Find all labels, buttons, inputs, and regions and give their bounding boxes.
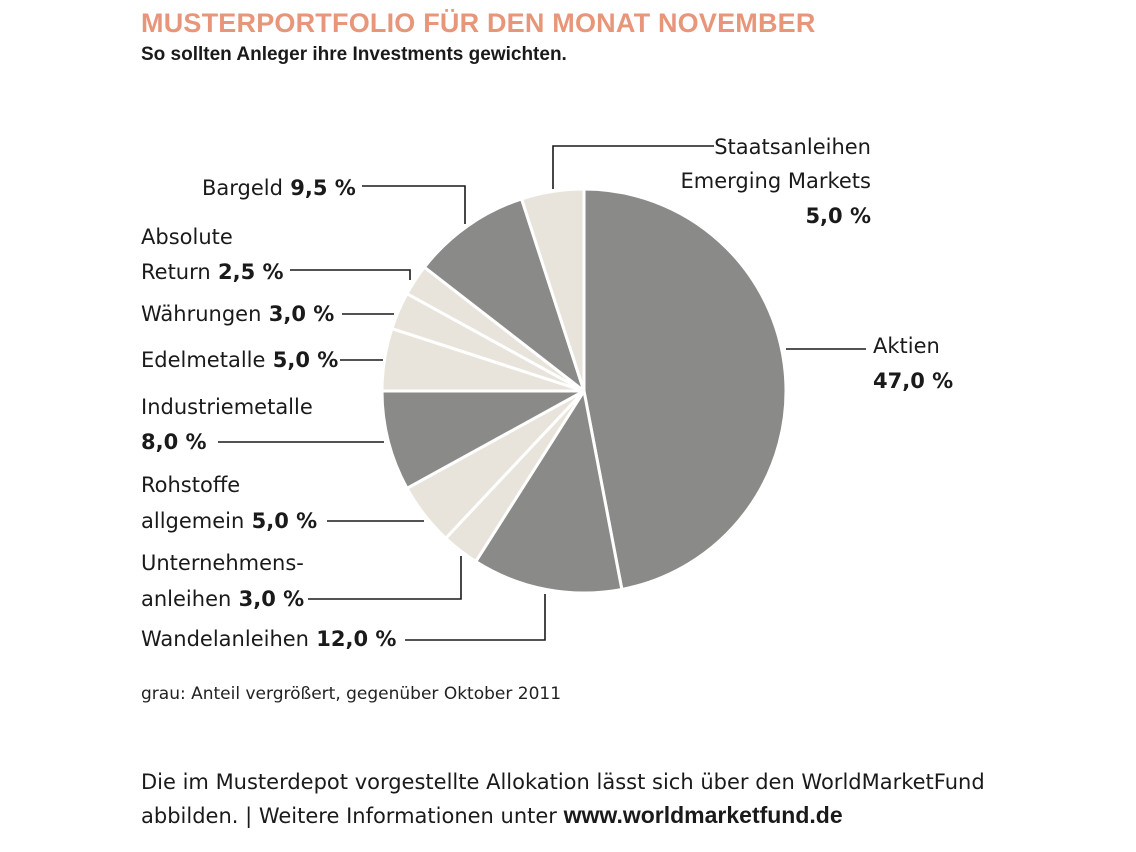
slice-value-bargeld: 9,5 % bbox=[283, 176, 356, 200]
footer-line-2-text: abbilden. | Weitere Informationen unter bbox=[141, 804, 564, 828]
slice-value-rohstoffe-allgemein: 5,0 % bbox=[244, 509, 317, 533]
slice-industriemetalle bbox=[380, 389, 586, 490]
slice-label-aktien: Aktien 47,0 % bbox=[873, 334, 953, 393]
slice-value-industriemetalle: 8,0 % bbox=[141, 430, 207, 454]
slice-label-staatsanleihen-emerging-markets: Staatsanleihen Emerging Markets 5,0 % bbox=[680, 135, 871, 228]
slice-labels: Aktien 47,0 % Wandelanleihen 12,0 % Unterne… bbox=[141, 135, 953, 651]
footer-line-2: abbilden. | Weitere Informationen unter … bbox=[141, 799, 1121, 833]
slice-value-waehrungen: 3,0 % bbox=[261, 302, 334, 326]
slice-value-absolute-return: 2,5 % bbox=[211, 260, 284, 284]
slice-value-aktien: 47,0 % bbox=[873, 369, 953, 393]
pie-slices bbox=[380, 187, 788, 595]
slice-aktien bbox=[582, 187, 788, 591]
chart-title: MUSTERPORTFOLIO FÜR DEN MONAT NOVEMBER bbox=[141, 8, 816, 38]
slice-staatsanleihen-emerging-markets bbox=[520, 187, 586, 393]
slice-value-staatsanleihen-emerging-markets: 5,0 % bbox=[805, 204, 871, 228]
legend-note: grau: Anteil vergrößert, gegenüber Oktob… bbox=[141, 684, 562, 704]
chart-subtitle: So sollten Anleger ihre Investments gewi… bbox=[141, 44, 567, 65]
footer-text: Die im Musterdepot vorgestellte Allokati… bbox=[141, 766, 1121, 833]
slice-label-bargeld: Bargeld 9,5 % bbox=[202, 176, 356, 200]
slice-bargeld bbox=[422, 197, 586, 393]
slice-label-edelmetalle: Edelmetalle 5,0 % bbox=[141, 348, 338, 372]
leader-line-staatsanleihen-emerging-markets bbox=[552, 145, 714, 189]
leader-lines bbox=[218, 145, 866, 641]
slice-label-unternehmensanleihen: Unternehmens-anleihen 3,0 % bbox=[141, 551, 304, 611]
slice-label-absolute-return: Absolute Return 2,5 % bbox=[141, 225, 284, 284]
footer-line-1: Die im Musterdepot vorgestellte Allokati… bbox=[141, 770, 985, 794]
slice-label-industriemetalle: Industriemetalle 8,0 % bbox=[141, 395, 313, 454]
slice-value-wandelanleihen: 12,0 % bbox=[309, 627, 396, 651]
website-link[interactable]: www.worldmarketfund.de bbox=[563, 802, 843, 828]
slice-value-unternehmensanleihen: 3,0 % bbox=[231, 587, 304, 611]
slice-wandelanleihen bbox=[474, 389, 624, 595]
leader-line-wandelanleihen bbox=[405, 594, 546, 641]
leader-line-bargeld bbox=[362, 185, 466, 224]
slice-label-waehrungen: Währungen 3,0 % bbox=[141, 302, 334, 326]
slice-label-rohstoffe-allgemein: Rohstoffe allgemein 5,0 % bbox=[141, 473, 317, 533]
slice-value-edelmetalle: 5,0 % bbox=[265, 348, 338, 372]
slice-label-wandelanleihen: Wandelanleihen 12,0 % bbox=[141, 627, 396, 651]
leader-line-unternehmensanleihen bbox=[308, 556, 462, 600]
leader-line-absolute-return bbox=[290, 269, 411, 280]
